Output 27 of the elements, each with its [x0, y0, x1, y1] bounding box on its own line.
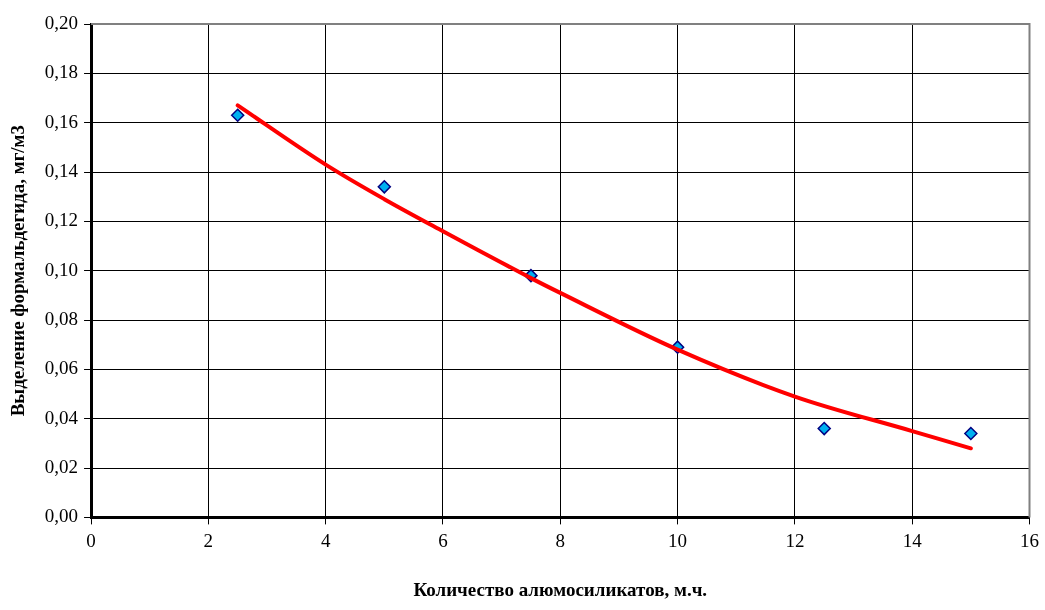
y-tick-label: 0,02: [44, 456, 79, 478]
point: [230, 108, 245, 123]
y-tick-label: 0,20: [44, 11, 79, 33]
y-tick-label: 0,00: [44, 505, 79, 527]
x-tick-label: 2: [203, 529, 214, 551]
y-tick-label: 0,12: [44, 209, 79, 231]
x-tick-label: 0: [86, 529, 96, 551]
x-tick-label: 6: [438, 529, 448, 551]
x-tick-label: 12: [785, 529, 805, 551]
point: [817, 421, 831, 436]
x-tick-label: 4: [320, 529, 331, 551]
x-tick-label: 14: [902, 529, 923, 551]
x-tick-label: 16: [1020, 529, 1039, 551]
y-axis-title: Выделение формальдегида, мг/м3: [7, 125, 29, 417]
y-tick-label: 0,16: [44, 110, 79, 132]
point: [377, 180, 392, 194]
x-axis-title: Количество алюмосиликатов, м.ч.: [413, 578, 708, 600]
x-tick-label: 8: [555, 529, 566, 551]
y-tick-label: 0,08: [44, 308, 79, 330]
line-series: [235, 103, 973, 451]
y-tick-label: 0,14: [44, 160, 79, 181]
y-tick-label: 0,04: [44, 406, 79, 428]
y-tick-label: 0,06: [44, 357, 79, 379]
y-tick-label: 0,18: [44, 61, 79, 83]
point: [964, 426, 978, 441]
x-tick-label: 10: [668, 529, 688, 551]
y-tick-label: 0,10: [44, 258, 79, 280]
